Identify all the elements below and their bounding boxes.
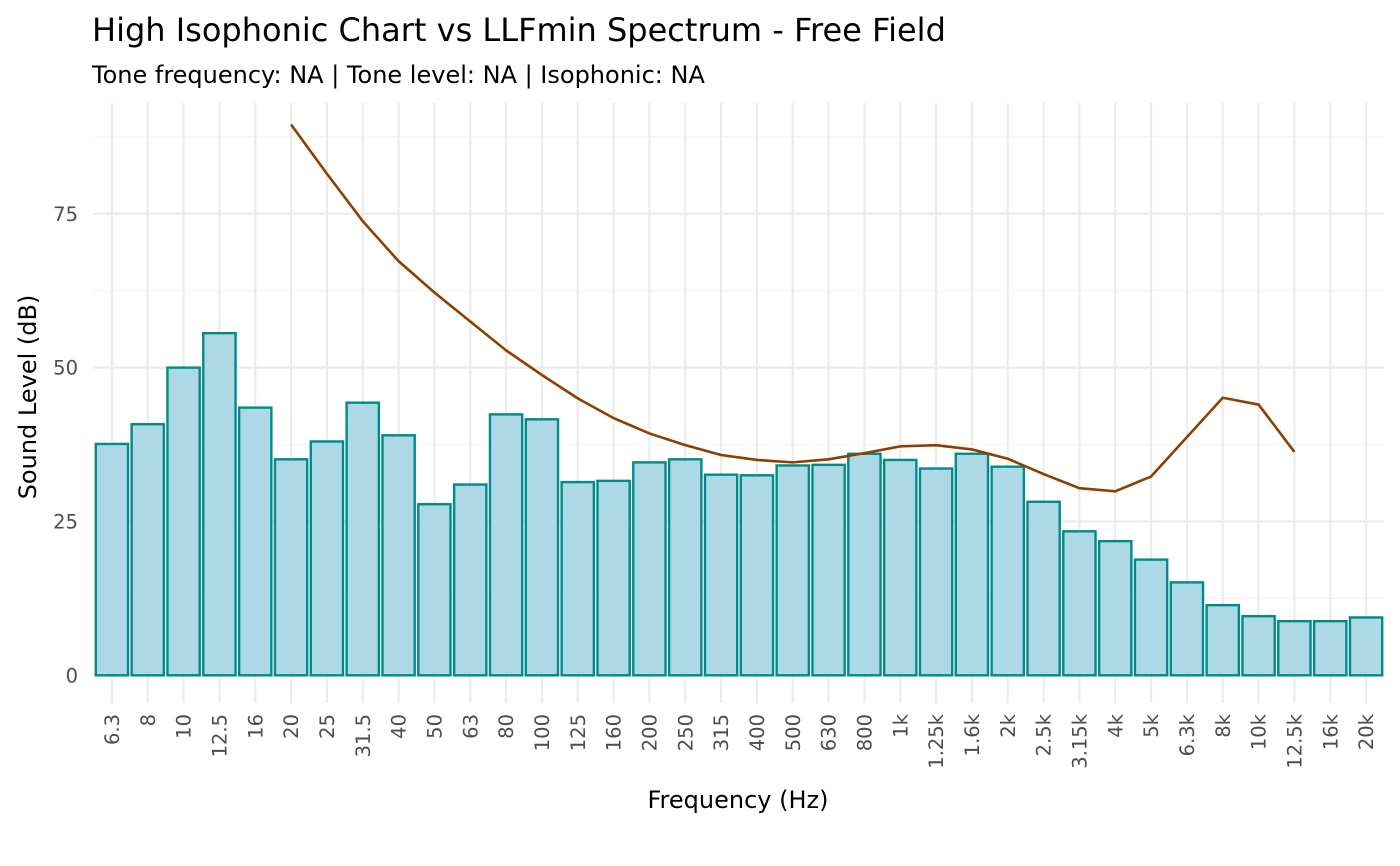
x-tick-label: 6.3k [1176,713,1199,756]
y-tick-label: 75 [53,203,78,226]
bar-6.3 [94,442,130,677]
x-tick-label: 125 [567,714,590,751]
bar-160 [596,479,631,677]
x-tick-label: 10 [173,714,196,739]
bar-6.3k [1169,581,1205,677]
x-tick-label: 1.25k [925,713,948,768]
bar-16k [1312,619,1348,677]
y-tick-labels: 0 25 50 75 [53,203,78,688]
bar-1.6k [954,452,990,677]
bar-315 [703,473,739,677]
x-tick-label: 6.3 [101,714,124,745]
x-tick-label: 630 [818,714,841,751]
chart-subtitle: Tone frequency: NA | Tone level: NA | Is… [91,61,705,89]
x-tick-label: 250 [674,714,697,751]
x-tick-label: 1.6k [961,713,984,756]
x-tick-label: 63 [459,714,482,739]
bar-800 [847,452,882,677]
bar-12.5k [1277,619,1312,677]
bar-layer [94,331,1384,677]
bar-3.15k [1062,530,1097,677]
x-tick-label: 16k [1319,713,1342,750]
bar-630 [811,463,846,677]
bar-80 [488,413,524,677]
x-tick-labels: 6.3 8 10 12.5 16 20 25 31.5 40 50 63 80 100 125 160 200… [101,713,1378,768]
x-tick-label: 25 [316,714,339,739]
x-axis-title: Frequency (Hz) [648,786,829,814]
bar-50 [417,503,452,677]
bar-5k [1133,558,1169,677]
bar-12.5 [202,331,237,677]
x-tick-label: 800 [853,714,876,751]
bar-2.5k [1026,500,1061,677]
x-tick-label: 3.15k [1068,713,1091,768]
bar-4k [1097,539,1133,677]
x-tick-label: 16 [244,714,267,739]
x-tick-label: 5k [1140,713,1163,737]
bar-200 [632,461,667,677]
x-tick-label: 20 [280,714,303,739]
line-layer [290,123,1296,493]
x-tick-label: 40 [388,714,411,739]
x-tick-label: 160 [603,714,626,751]
x-tick-label: 500 [782,714,805,751]
bar-250 [667,458,703,677]
bar-20 [273,458,309,677]
bar-16 [237,406,273,677]
y-tick-label: 50 [53,357,78,380]
x-tick-label: 80 [495,714,518,739]
bar-20k [1348,616,1384,677]
x-tick-label: 200 [638,714,661,751]
bar-1k [882,458,918,677]
bar-100 [524,418,560,677]
x-tick-label: 400 [746,714,769,751]
bar-400 [739,474,775,677]
y-tick-label: 25 [53,510,78,533]
x-tick-label: 8 [137,714,160,726]
bar-10 [166,366,201,677]
x-tick-label: 12.5k [1283,713,1306,768]
bar-25 [309,440,345,677]
bar-8k [1205,603,1241,677]
y-axis-title: Sound Level (dB) [14,295,42,500]
x-tick-label: 12.5 [208,714,231,757]
bar-40 [381,434,416,677]
y-tick-label: 0 [66,664,78,687]
chart-title: High Isophonic Chart vs LLFmin Spectrum … [92,11,946,49]
bar-125 [560,480,596,677]
x-tick-label: 4k [1104,713,1127,737]
bar-63 [452,483,488,677]
bar-2k [990,465,1026,677]
bar-10k [1241,615,1276,677]
x-tick-label: 100 [531,714,554,751]
x-tick-label: 2.5k [1033,713,1056,756]
isophonic-line [290,123,1296,493]
x-tick-label: 50 [423,714,446,739]
bar-31.5 [345,401,381,677]
bar-1.25k [918,467,954,677]
x-tick-label: 2k [997,713,1020,737]
x-tick-label: 31.5 [352,714,375,757]
x-tick-label: 8k [1212,713,1235,737]
x-tick-label: 315 [710,714,733,751]
x-tick-label: 1k [889,713,912,737]
bar-500 [775,464,811,677]
x-tick-label: 20k [1355,713,1378,750]
x-tick-label: 10k [1248,713,1271,750]
bar-8 [130,423,166,677]
